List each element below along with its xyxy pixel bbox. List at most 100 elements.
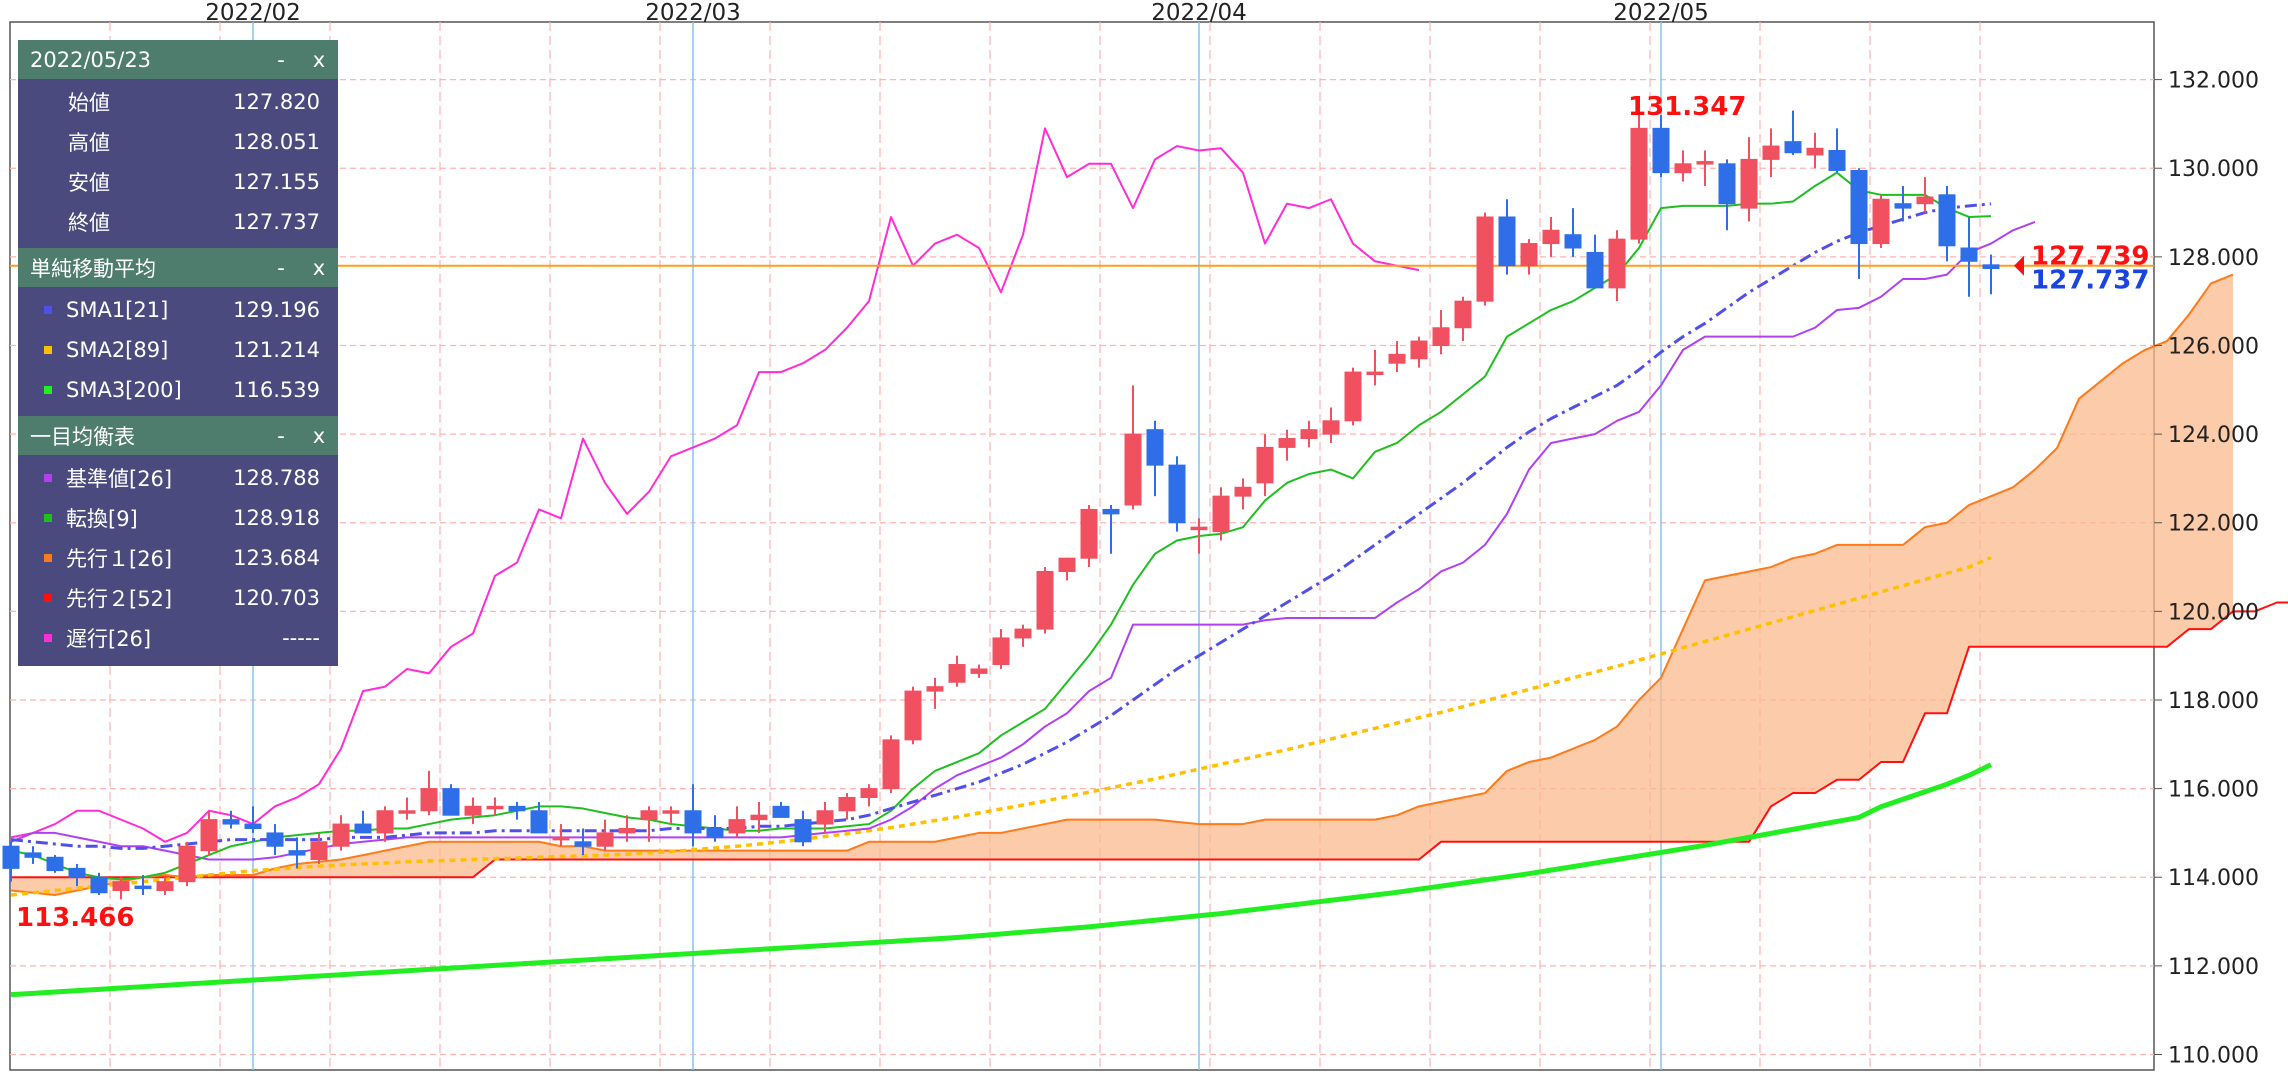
ohlc-row-open: 始値 127.820 xyxy=(18,82,338,122)
candle-body xyxy=(68,867,86,878)
sma3-line xyxy=(10,762,1993,998)
y-tick-label: 112.000 xyxy=(2168,955,2259,980)
candle-body xyxy=(1344,371,1362,422)
candle-body xyxy=(1674,163,1692,174)
ohlc-minimize-button[interactable]: - xyxy=(277,47,285,72)
ohlc-open-value: 127.820 xyxy=(233,90,320,114)
candle-body xyxy=(1586,251,1604,289)
candle-body xyxy=(838,796,856,812)
sma2-label: SMA2[89] xyxy=(66,338,169,362)
candle-body xyxy=(596,832,614,847)
sma2-legend: SMA2[89] xyxy=(18,338,170,362)
candle-body xyxy=(1058,557,1076,572)
candle-body xyxy=(1102,508,1120,515)
y-tick-label: 110.000 xyxy=(2168,1043,2259,1068)
conv-label: 転換[9] xyxy=(66,507,138,531)
candle-body xyxy=(1080,508,1098,559)
candle-body xyxy=(1212,495,1230,533)
lag-label: 遅行[26] xyxy=(66,627,152,651)
ohlc-panel-body: 始値 127.820 高値 128.051 安値 127.155 終値 127.… xyxy=(18,79,338,248)
ichimoku-close-button[interactable]: x xyxy=(312,423,326,448)
ichimoku-row: 先行２[52] 120.703 xyxy=(18,578,338,618)
candle-body xyxy=(1190,526,1208,531)
lagging-span-line xyxy=(10,127,1420,843)
sma1-legend: SMA1[21] xyxy=(18,298,170,322)
last-price-label: 127.737 xyxy=(2031,266,2149,296)
candle-body xyxy=(1234,486,1252,497)
ichimoku-row: 先行１[26] 123.684 xyxy=(18,538,338,578)
candle-body xyxy=(420,788,438,812)
candle-body xyxy=(376,810,394,834)
candle-body xyxy=(178,845,196,883)
candle-body xyxy=(134,885,152,890)
candle-body xyxy=(750,814,768,821)
candle-body xyxy=(1124,433,1142,506)
candle-body xyxy=(640,810,658,821)
span-b-line xyxy=(11,601,2288,879)
candle-body xyxy=(618,827,636,834)
span-a-line xyxy=(10,273,2234,896)
candle-body xyxy=(398,810,416,814)
ohlc-high-label: 高値 xyxy=(68,131,110,155)
candle-body xyxy=(222,819,240,825)
y-tick-label: 122.000 xyxy=(2168,512,2259,537)
candle-body xyxy=(24,852,42,858)
candle-body xyxy=(904,690,922,741)
candle-body xyxy=(1300,429,1318,440)
candle-body xyxy=(1366,371,1384,376)
candle-body xyxy=(1410,340,1428,360)
y-tick-label: 132.000 xyxy=(2168,69,2259,94)
base-value: 128.788 xyxy=(233,466,320,490)
ohlc-close-label: 終値 xyxy=(68,211,110,235)
candle-body xyxy=(882,739,900,790)
candle-body xyxy=(816,810,834,825)
ichimoku-row: 基準値[26] 128.788 xyxy=(18,458,338,498)
candle-body xyxy=(1498,216,1516,267)
base-swatch xyxy=(44,474,52,482)
bid-price-label: 127.739 xyxy=(2031,242,2149,272)
candle-body xyxy=(1718,163,1736,205)
x-date-label: 2022/05 xyxy=(1613,0,1709,26)
y-tick-label: 114.000 xyxy=(2168,866,2259,891)
candle-body xyxy=(310,841,328,861)
candle-body xyxy=(662,810,680,814)
sma-minimize-button[interactable]: - xyxy=(277,255,285,280)
candle-body xyxy=(1564,234,1582,249)
sma-close-button[interactable]: x xyxy=(312,255,326,280)
candle-body xyxy=(1894,203,1912,209)
y-tick-label: 116.000 xyxy=(2168,778,2259,803)
candle-body xyxy=(90,876,108,894)
candle-body xyxy=(1916,196,1934,205)
span-b-value: 120.703 xyxy=(233,586,320,610)
sma-row: SMA2[89] 121.214 xyxy=(18,330,338,370)
candle-body xyxy=(1608,238,1626,289)
sma2-line xyxy=(10,555,1992,897)
candle-body xyxy=(552,836,570,841)
candle-body xyxy=(200,819,218,852)
candle-body xyxy=(794,819,812,843)
candle-body xyxy=(1938,194,1956,247)
x-date-label: 2022/04 xyxy=(1151,0,1247,26)
sma3-legend: SMA3[200] xyxy=(18,378,182,402)
ohlc-row-close: 終値 127.737 xyxy=(18,202,338,242)
ichimoku-minimize-button[interactable]: - xyxy=(277,423,285,448)
y-tick-label: 128.000 xyxy=(2168,246,2259,271)
sma2-value: 121.214 xyxy=(233,338,320,362)
candle-body xyxy=(1014,628,1032,639)
candle-body xyxy=(684,810,702,834)
span-b-legend: 先行２[52] xyxy=(18,583,172,613)
candle-body xyxy=(1850,169,1868,245)
candle-body xyxy=(1762,145,1780,160)
sma-panel-header: 単純移動平均 - x xyxy=(18,248,338,287)
ohlc-close-button[interactable]: x xyxy=(312,47,326,72)
ohlc-low-label: 安値 xyxy=(68,171,110,195)
ichimoku-panel-header: 一目均衡表 - x xyxy=(18,416,338,455)
candle-body xyxy=(1520,243,1538,267)
candle-body xyxy=(772,805,790,818)
sma1-value: 129.196 xyxy=(233,298,320,322)
lag-legend: 遅行[26] xyxy=(18,623,170,653)
candle-body xyxy=(156,881,174,892)
y-tick-label: 130.000 xyxy=(2168,157,2259,182)
